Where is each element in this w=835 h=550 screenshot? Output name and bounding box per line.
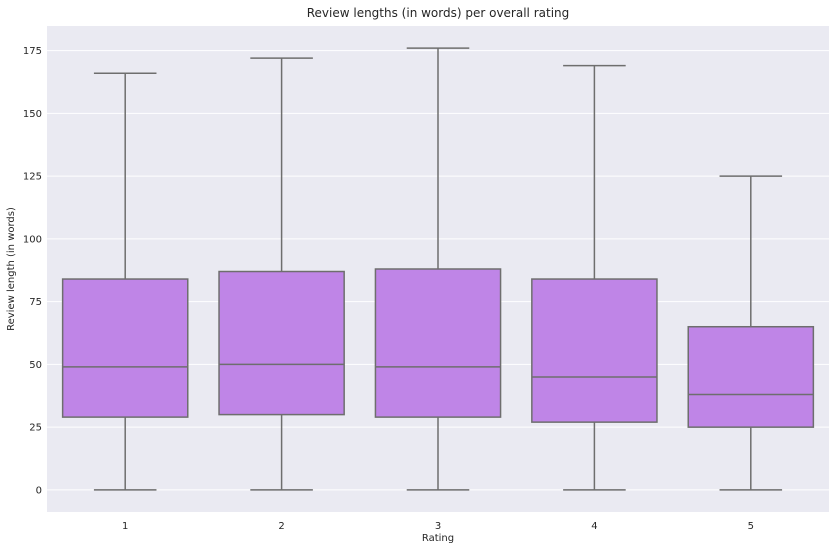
box-group-3 [374,47,502,491]
y-tick-label: 50 [29,360,42,371]
box-iqr [531,278,658,423]
y-tick-label: 75 [29,297,42,308]
x-tick-label: 3 [435,521,441,532]
box-iqr [374,268,502,418]
x-tick-label: 5 [748,521,754,532]
box-group-2 [218,57,345,491]
y-tick-label: 0 [36,485,42,496]
box-group-4 [531,64,658,491]
box-iqr [687,325,815,428]
box-group-1 [61,72,189,491]
y-tick-label: 175 [23,46,42,57]
box-iqr [61,278,189,418]
boxes [61,47,815,491]
box-iqr [218,270,345,416]
y-tick-labels: 0 25 50 75 100 125 150 175 [23,46,42,496]
x-tick-label: 4 [591,521,597,532]
x-axis-label: Rating [422,533,454,544]
x-tick-label: 2 [278,521,284,532]
x-tick-label: 1 [122,521,128,532]
y-tick-label: 150 [23,109,42,120]
box-group-5 [687,175,815,491]
y-tick-label: 25 [29,423,42,434]
chart-title: Review lengths (in words) per overall ra… [307,6,570,20]
x-tick-labels: 1 2 3 4 5 [122,521,754,532]
y-tick-label: 100 [23,234,42,245]
y-axis-label: Review length (in words) [6,207,17,331]
y-tick-label: 125 [23,172,42,183]
